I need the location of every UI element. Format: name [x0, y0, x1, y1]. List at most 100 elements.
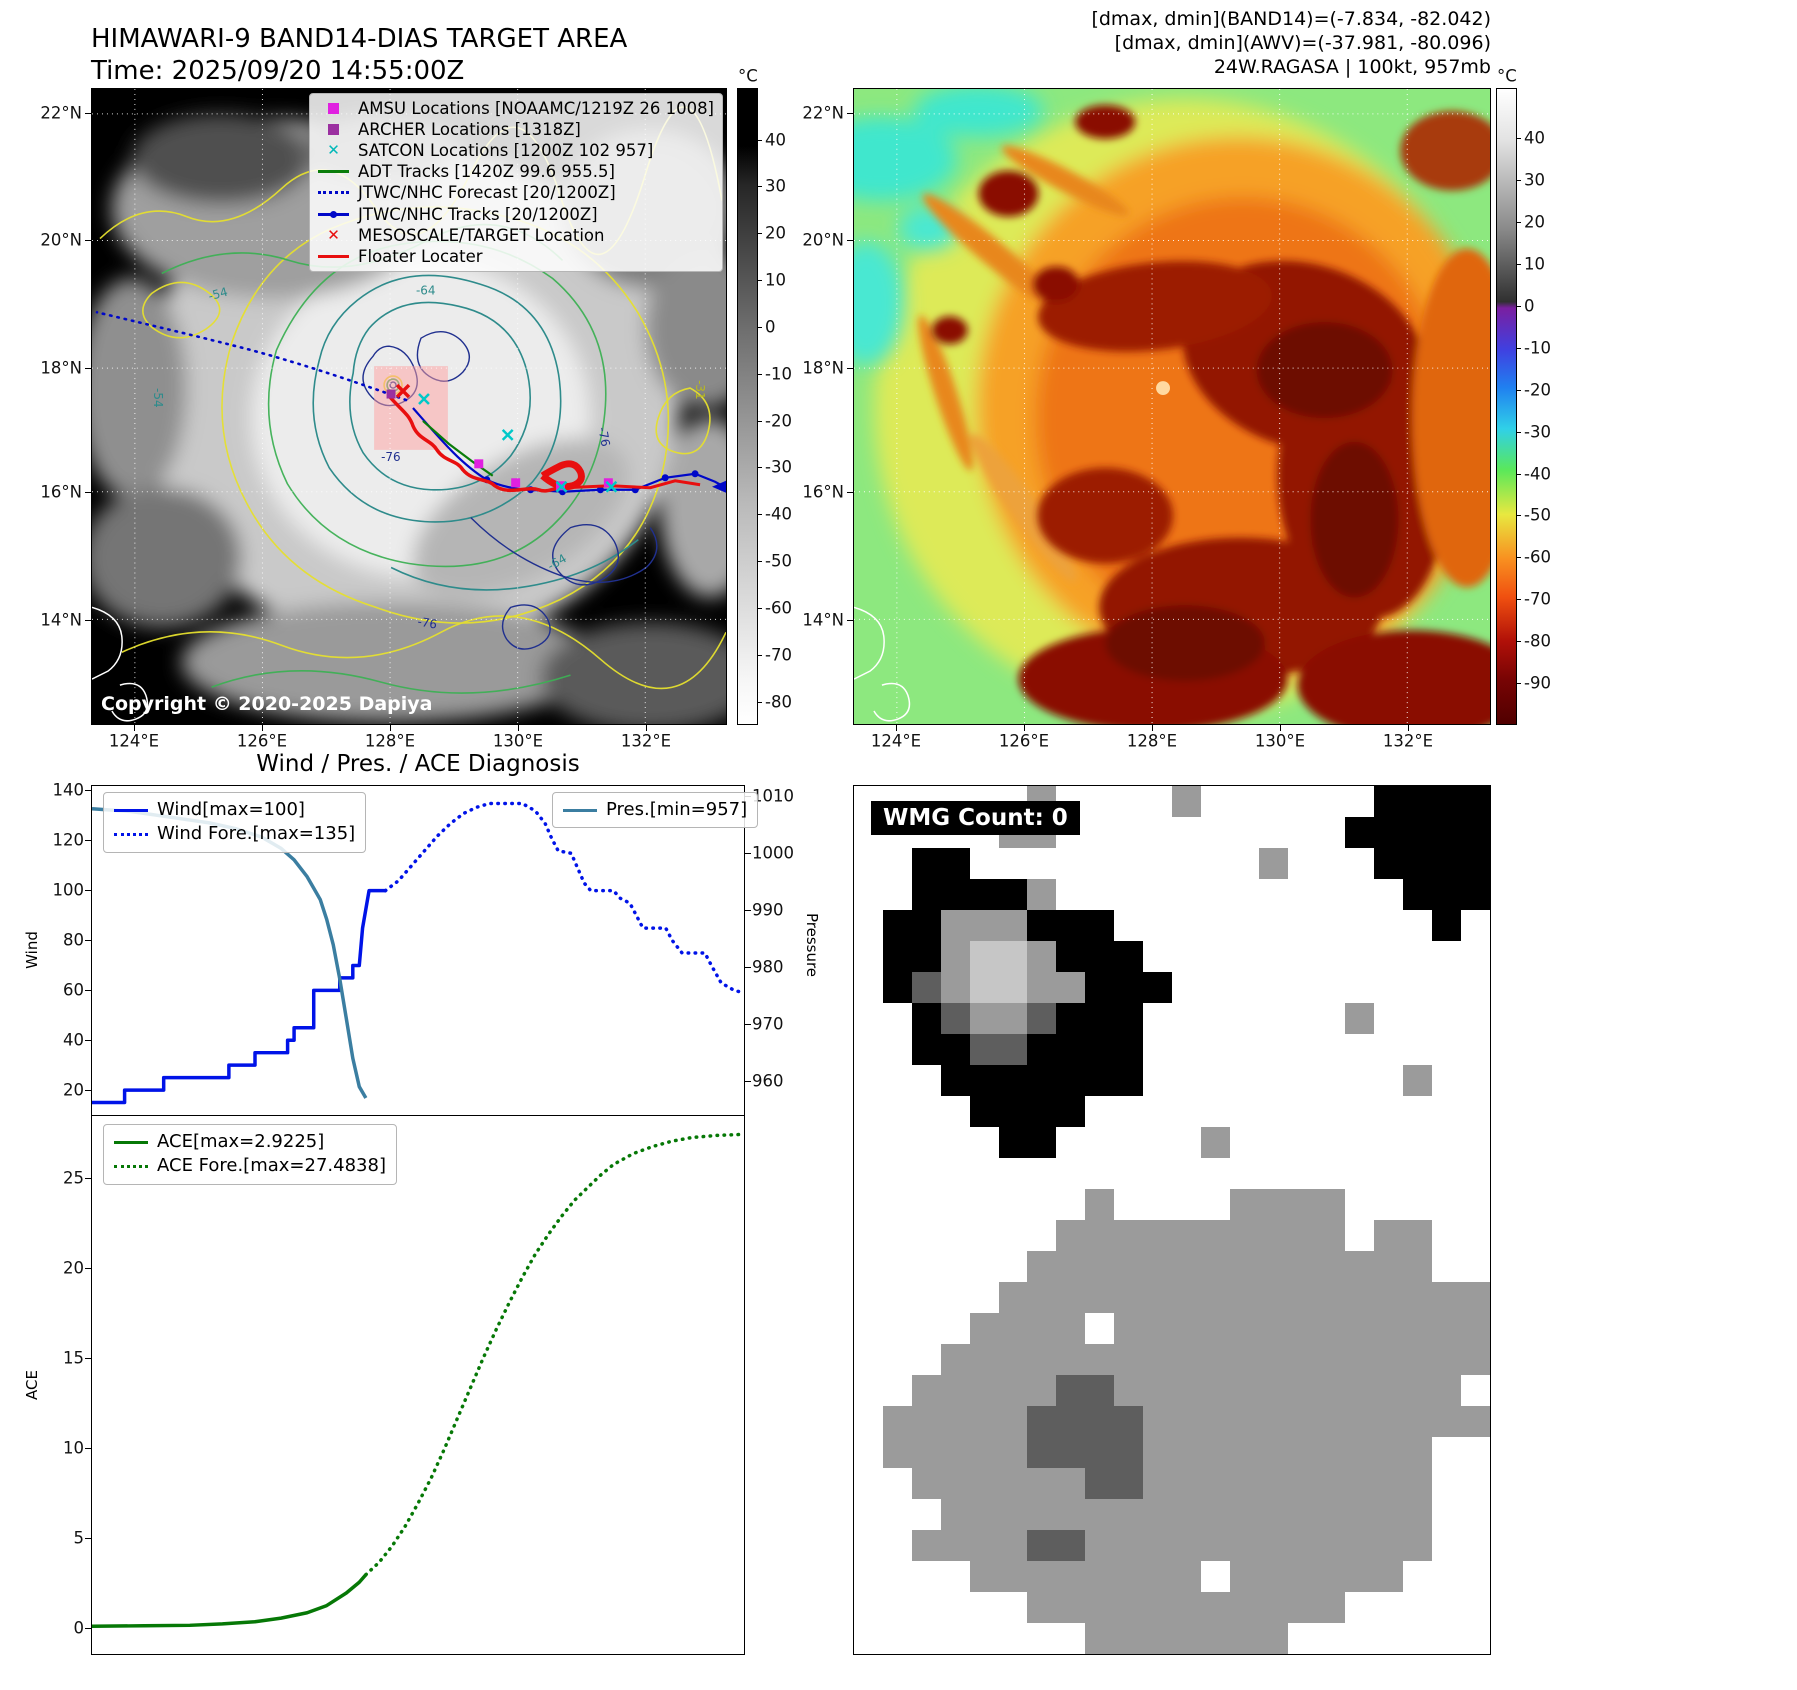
wmg-cell [1229, 1375, 1259, 1406]
contour-label: -76 [416, 614, 438, 631]
band14-map-panel: -54 -54 -64 -76 -76 -64 -76 -31 AMSU Locations … [91, 88, 727, 725]
wmg-cell [1461, 1189, 1490, 1220]
tick-mark [390, 725, 391, 731]
wmg-cell [882, 1127, 912, 1158]
wmg-cell [1114, 941, 1144, 972]
wmg-cell [882, 1220, 912, 1251]
wmg-cell [940, 1344, 970, 1375]
tick-mark [85, 790, 91, 791]
wmg-cell [1316, 1065, 1346, 1096]
pressure-axis-label: Pressure [803, 912, 821, 978]
wmg-cell [1027, 1313, 1057, 1344]
wmg-cell [1229, 1530, 1259, 1561]
wmg-cell [1114, 879, 1144, 910]
wmg-cell [911, 1189, 941, 1220]
wmg-cell [1056, 1065, 1086, 1096]
wmg-cell [1143, 1158, 1172, 1189]
enhanced-ir-map-panel [853, 88, 1491, 725]
wmg-cell [998, 1375, 1028, 1406]
wmg-cell [940, 848, 970, 879]
wmg-cell [1114, 1220, 1144, 1251]
wmg-cell [1287, 1499, 1317, 1530]
tick-mark [1517, 180, 1521, 182]
wmg-cell [1056, 1220, 1086, 1251]
wmg-cell [854, 1437, 883, 1468]
wmg-cell [1114, 1437, 1144, 1468]
wmg-cell [969, 1499, 999, 1530]
wmg-cell [1056, 1592, 1086, 1623]
wmg-cell [1258, 1065, 1288, 1096]
wmg-cell [882, 1375, 912, 1406]
wmg-cell [998, 1530, 1028, 1561]
wmg-cell [911, 1096, 941, 1127]
map-y-tick: 20°N [40, 230, 82, 250]
wmg-cell [1403, 1065, 1433, 1096]
wmg-cell [940, 972, 970, 1003]
tick-mark [85, 492, 91, 493]
wmg-cell [940, 1623, 970, 1654]
tick-mark [896, 725, 897, 731]
wmg-cell [1200, 1344, 1230, 1375]
wmg-cell [854, 848, 883, 879]
wmg-cell [1027, 1096, 1057, 1127]
wmg-cell [1200, 1034, 1230, 1065]
wmg-cell [1143, 1220, 1172, 1251]
wmg-cell [1258, 1282, 1288, 1313]
square-icon [328, 103, 340, 115]
tick-mark [85, 620, 91, 621]
colorbar-tick: -10 [765, 364, 792, 384]
ace-plot [92, 1132, 744, 1628]
wmg-cell [1085, 910, 1115, 941]
wmg-cell [940, 1220, 970, 1251]
map-y-tick: 18°N [802, 358, 844, 378]
tick-mark [85, 1268, 91, 1269]
map-y-tick: 14°N [802, 610, 844, 630]
wmg-cell [1085, 1313, 1115, 1344]
map-legend-row: ✕ SATCON Locations [1200Z 102 957] [318, 140, 714, 161]
map-x-tick: 132°E [620, 731, 672, 751]
wmg-cell [882, 848, 912, 879]
wmg-cell [854, 1561, 883, 1592]
wmg-cell [1345, 786, 1375, 817]
wmg-cell [1374, 1158, 1404, 1189]
wmg-cell [1287, 817, 1317, 848]
map-legend-label: AMSU Locations [NOAAMC/1219Z 26 1008] [358, 99, 714, 118]
wmg-cell [998, 1344, 1028, 1375]
wmg-cell [1461, 848, 1490, 879]
series-ACE[max=2.9225] [92, 1573, 368, 1628]
wmg-cell [1432, 1437, 1462, 1468]
wmg-cell [911, 1251, 941, 1282]
tick-mark [85, 113, 91, 114]
wmg-cell [1345, 1499, 1375, 1530]
wmg-cell [1229, 1127, 1259, 1158]
colorbar-tick: -90 [1524, 673, 1551, 693]
wmg-cell [1345, 1623, 1375, 1654]
wmg-cell [1171, 941, 1201, 972]
wmg-cell [1316, 1220, 1346, 1251]
wmg-cell [969, 848, 999, 879]
wmg-cell [940, 1251, 970, 1282]
wmg-cell [854, 1003, 883, 1034]
wmg-cell [1403, 817, 1433, 848]
colorbar-tick: 30 [765, 176, 786, 196]
wmg-cell [969, 1158, 999, 1189]
wind-legend-label: Wind[max=100] [157, 799, 305, 820]
wmg-cell [854, 1251, 883, 1282]
wmg-cell [1345, 1375, 1375, 1406]
wmg-cell [1403, 1220, 1433, 1251]
wmg-cell [1143, 879, 1172, 910]
contour-label: -54 [151, 388, 165, 408]
wmg-cell [1403, 786, 1433, 817]
wmg-cell [1403, 910, 1433, 941]
wmg-cell [940, 1406, 970, 1437]
wmg-cell [1200, 1003, 1230, 1034]
wmg-cell [1229, 1437, 1259, 1468]
wmg-cell [1432, 1127, 1462, 1158]
wmg-cell [911, 1065, 941, 1096]
wmg-cell [1258, 1220, 1288, 1251]
wmg-cell [1085, 1127, 1115, 1158]
tick-mark [1517, 599, 1521, 601]
wmg-cell [1461, 1220, 1490, 1251]
wmg-cell [911, 1375, 941, 1406]
wmg-cell [940, 1189, 970, 1220]
